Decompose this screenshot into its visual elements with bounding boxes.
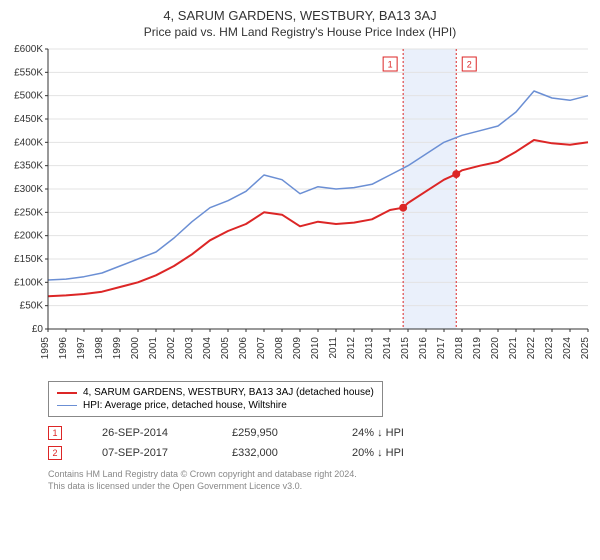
svg-text:2007: 2007 <box>256 337 267 360</box>
svg-text:2008: 2008 <box>274 337 285 360</box>
svg-text:2022: 2022 <box>526 337 537 360</box>
svg-text:2012: 2012 <box>346 337 357 360</box>
line-chart-svg: 1 2 £0 £50K £100K £150K £200K £250K £300K £350K £4… <box>0 43 600 373</box>
transaction-date: 26-SEP-2014 <box>102 427 192 439</box>
svg-text:2004: 2004 <box>202 337 213 360</box>
transactions-table: 1 26-SEP-2014 £259,950 24% ↓ HPI 2 07-SEP-201… <box>48 423 600 463</box>
svg-text:2025: 2025 <box>580 337 591 360</box>
svg-text:2019: 2019 <box>472 337 483 360</box>
svg-text:2: 2 <box>467 60 472 70</box>
footer-line: This data is licensed under the Open Gov… <box>48 481 600 493</box>
svg-text:£50K: £50K <box>20 301 44 312</box>
svg-text:2016: 2016 <box>418 337 429 360</box>
svg-text:2002: 2002 <box>166 337 177 360</box>
svg-text:2009: 2009 <box>292 337 303 360</box>
legend-row: HPI: Average price, detached house, Wilt… <box>57 399 374 412</box>
svg-text:£600K: £600K <box>14 44 43 55</box>
svg-text:2003: 2003 <box>184 337 195 360</box>
transaction-price: £332,000 <box>232 447 312 459</box>
legend-swatch <box>57 405 77 407</box>
svg-text:1999: 1999 <box>112 337 123 360</box>
svg-text:£0: £0 <box>32 324 44 335</box>
transaction-marker: 1 <box>48 426 62 440</box>
chart-title: 4, SARUM GARDENS, WESTBURY, BA13 3AJ <box>0 0 600 23</box>
svg-text:£350K: £350K <box>14 161 43 172</box>
svg-text:1996: 1996 <box>58 337 69 360</box>
svg-text:2001: 2001 <box>148 337 159 360</box>
svg-text:£550K: £550K <box>14 67 43 78</box>
svg-text:£300K: £300K <box>14 184 43 195</box>
svg-text:2024: 2024 <box>562 337 573 360</box>
chart-plot-area: 1 2 £0 £50K £100K £150K £200K £250K £300K £350K £4… <box>0 43 600 373</box>
svg-text:2014: 2014 <box>382 337 393 360</box>
footer-line: Contains HM Land Registry data © Crown c… <box>48 469 600 481</box>
svg-text:£200K: £200K <box>14 231 43 242</box>
svg-text:2020: 2020 <box>490 337 501 360</box>
svg-text:2018: 2018 <box>454 337 465 360</box>
svg-text:2023: 2023 <box>544 337 555 360</box>
svg-text:1997: 1997 <box>76 337 87 360</box>
svg-text:£150K: £150K <box>14 254 43 265</box>
svg-text:1998: 1998 <box>94 337 105 360</box>
svg-text:2015: 2015 <box>400 337 411 360</box>
legend-row: 4, SARUM GARDENS, WESTBURY, BA13 3AJ (de… <box>57 386 374 399</box>
chart-subtitle: Price paid vs. HM Land Registry's House … <box>0 23 600 43</box>
svg-text:2005: 2005 <box>220 337 231 360</box>
transaction-price: £259,950 <box>232 427 312 439</box>
svg-text:£500K: £500K <box>14 91 43 102</box>
svg-text:1995: 1995 <box>40 337 51 360</box>
svg-text:2010: 2010 <box>310 337 321 360</box>
transaction-row: 2 07-SEP-2017 £332,000 20% ↓ HPI <box>48 443 600 463</box>
footer-attribution: Contains HM Land Registry data © Crown c… <box>48 463 600 492</box>
legend-label: HPI: Average price, detached house, Wilt… <box>83 400 287 411</box>
transaction-delta: 24% ↓ HPI <box>352 427 404 439</box>
legend-swatch <box>57 392 77 394</box>
svg-text:1: 1 <box>388 60 393 70</box>
svg-text:£100K: £100K <box>14 277 43 288</box>
transaction-row: 1 26-SEP-2014 £259,950 24% ↓ HPI <box>48 423 600 443</box>
chart-container: 4, SARUM GARDENS, WESTBURY, BA13 3AJ Pri… <box>0 0 600 560</box>
svg-text:2013: 2013 <box>364 337 375 360</box>
svg-text:2006: 2006 <box>238 337 249 360</box>
svg-text:£450K: £450K <box>14 114 43 125</box>
svg-text:2011: 2011 <box>328 337 339 359</box>
legend-box: 4, SARUM GARDENS, WESTBURY, BA13 3AJ (de… <box>48 381 383 417</box>
transaction-date: 07-SEP-2017 <box>102 447 192 459</box>
legend-label: 4, SARUM GARDENS, WESTBURY, BA13 3AJ (de… <box>83 387 374 398</box>
svg-text:£250K: £250K <box>14 207 43 218</box>
transaction-delta: 20% ↓ HPI <box>352 447 404 459</box>
svg-text:2017: 2017 <box>436 337 447 360</box>
transaction-marker: 2 <box>48 446 62 460</box>
svg-text:£400K: £400K <box>14 137 43 148</box>
svg-text:2021: 2021 <box>508 337 519 360</box>
svg-text:2000: 2000 <box>130 337 141 360</box>
